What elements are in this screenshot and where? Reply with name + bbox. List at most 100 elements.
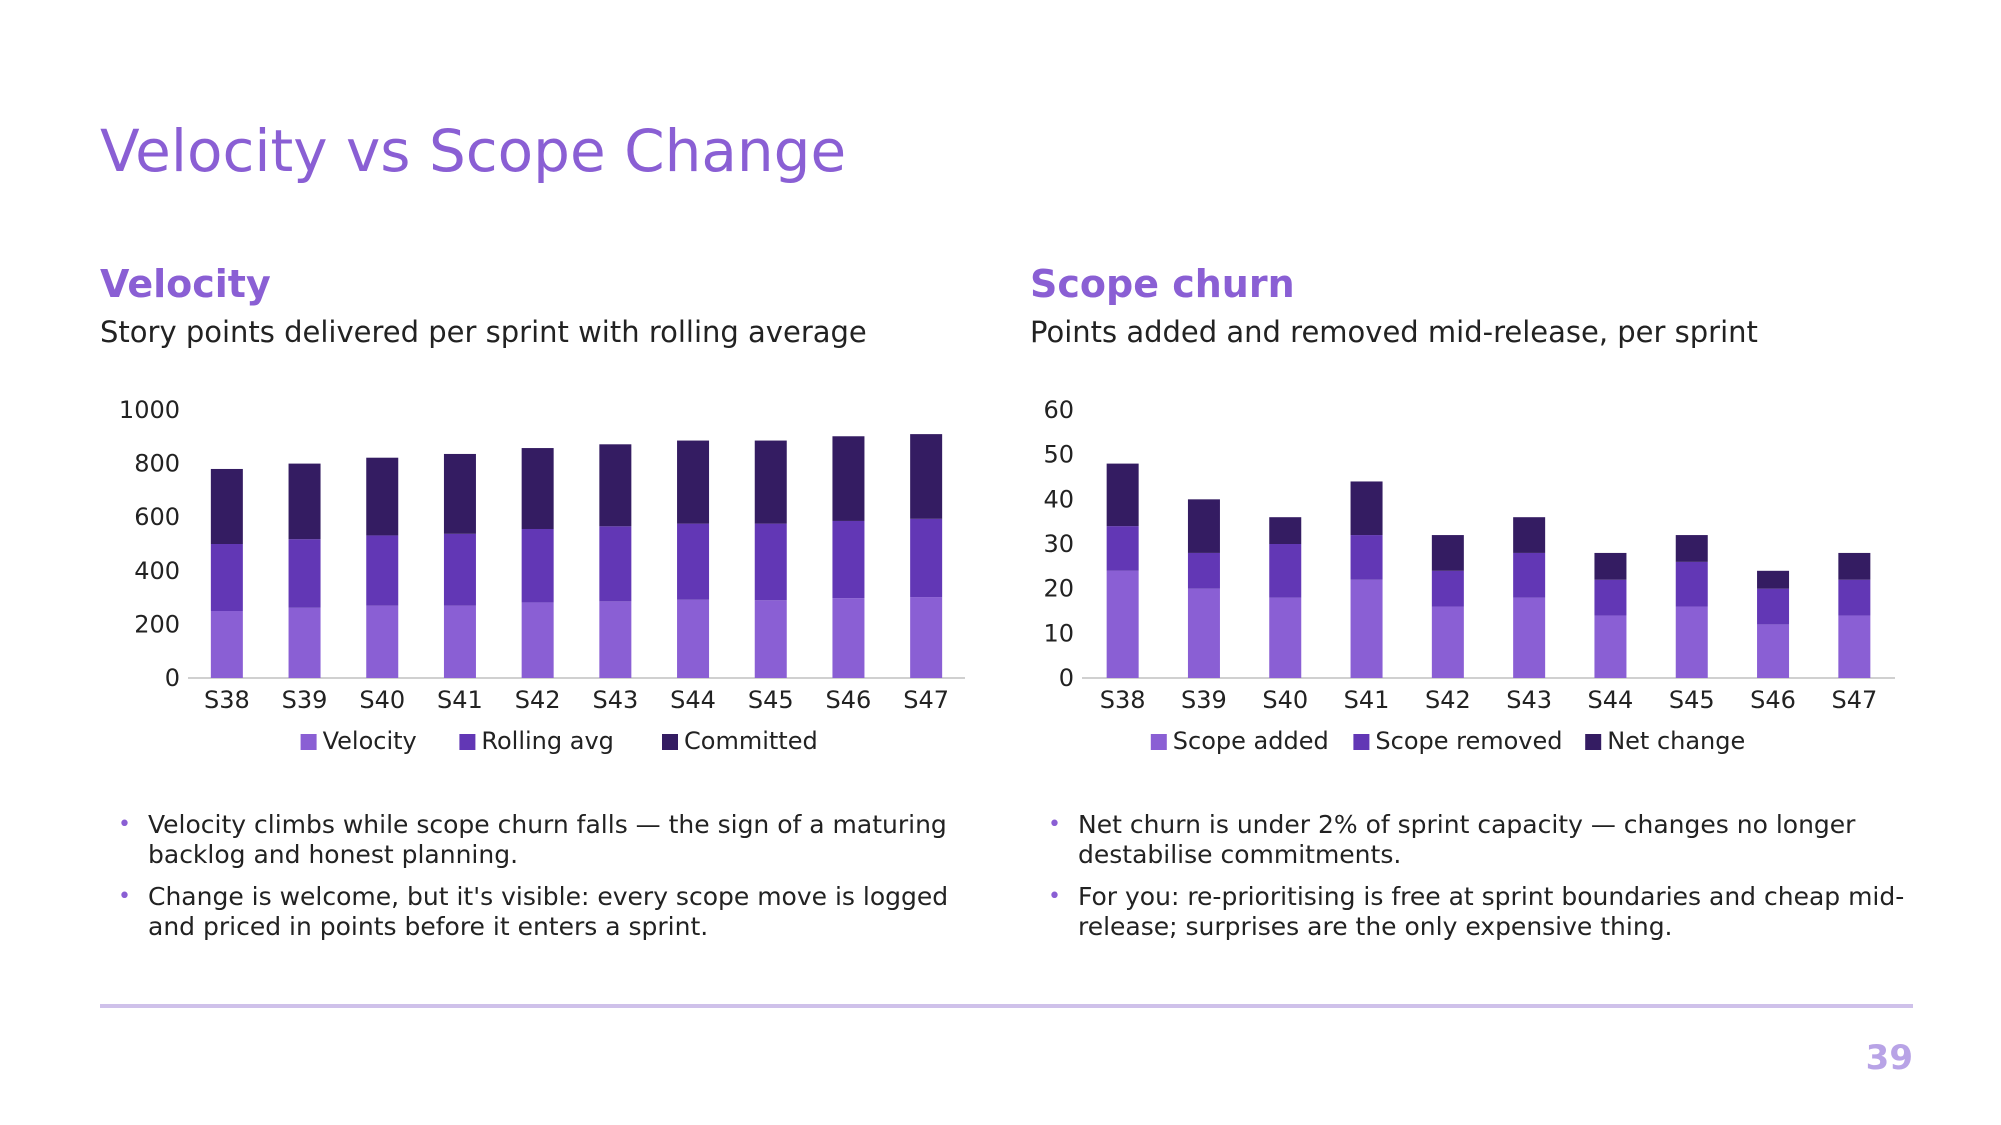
bar-segment [521,448,554,529]
bar-segment [599,526,632,602]
scope-churn-chart-subtitle: Points added and removed mid-release, pe… [1030,314,1758,349]
legend-label: Scope added [1173,727,1329,755]
bullet-text: Net churn is under 2% of sprint capacity… [1078,810,1856,869]
bar-segment [754,440,787,524]
bullet-text: Velocity climbs while scope churn falls … [148,810,947,869]
bar-segment [1513,597,1546,678]
bar-segment [1187,499,1220,553]
x-tick-label: S38 [204,686,250,714]
bullet-dot-icon: • [1048,812,1061,837]
legend-swatch [1150,734,1167,750]
legend-swatch [1353,734,1370,750]
bullet-item: • For you: re-prioritising is free at spr… [1048,882,1910,942]
bullet-dot-icon: • [118,812,131,837]
x-tick-label: S43 [592,686,638,714]
bar-segment [1838,579,1871,616]
bar-segment [1431,606,1464,678]
x-tick-label: S42 [515,686,561,714]
y-tick-label: 60 [1043,396,1074,424]
bar-segment [1269,544,1302,598]
bar-segment [677,523,710,600]
x-tick-label: S41 [1344,686,1390,714]
scope-churn-chart: 0 10 20 30 40 50 60 S38 S39 S40 S41 S42 S43 S44 S45 S46… [1043,396,1895,755]
bullet-item: • Net churn is under 2% of sprint capacit… [1048,810,1910,870]
bar-segment [832,436,865,521]
x-tick-label: S40 [359,686,405,714]
bar-segment [832,520,865,599]
x-tick-label: S39 [1181,686,1227,714]
x-tick-label: S41 [437,686,483,714]
bar-segment [910,434,943,519]
bar-segment [366,457,399,536]
bar-segment [1269,517,1302,544]
x-tick-label: S42 [1425,686,1471,714]
x-tick-label: S46 [1750,686,1796,714]
bar-segment [1757,570,1790,589]
bar-segment [366,535,399,606]
bar-segment [443,533,476,606]
velocity-chart-subtitle: Story points delivered per sprint with r… [100,314,867,349]
x-tick-label: S47 [903,686,949,714]
bar-segment [1431,535,1464,571]
bar-segment [210,544,243,611]
y-tick-label: 600 [134,503,180,531]
x-tick-label: S39 [282,686,328,714]
legend-label: Rolling avg [481,727,614,755]
x-tick-label: S47 [1831,686,1877,714]
x-tick-label: S44 [670,686,716,714]
bar-segment [1106,463,1139,527]
bullet-item: • Change is welcome, but it's visible: ev… [118,882,980,942]
bar-segment [366,605,399,678]
bar-segment [1187,588,1220,678]
bar-segment [1675,561,1708,607]
velocity-panel: Velocity Story points delivered per spri… [100,262,980,941]
legend-label: Scope removed [1375,727,1562,755]
bar-segment [443,605,476,678]
y-tick-label: 200 [134,610,180,638]
bar-segment [1106,570,1139,678]
legend-swatch [1585,734,1602,750]
bar-segment [910,597,943,678]
bullet-item: • Velocity climbs while scope churn falls… [118,810,980,870]
bar-segment [1350,535,1383,580]
bar-segment [910,518,943,598]
bar-segment [288,539,321,608]
bar-segment [521,602,554,678]
legend-swatch [662,734,678,750]
bar-segment [1350,481,1383,536]
y-tick-label: 1000 [119,396,180,424]
bullet-dot-icon: • [118,884,131,909]
legend-label: Net change [1607,727,1745,755]
bar-segment [599,601,632,678]
y-tick-label: 10 [1043,619,1074,647]
scope-churn-bullets: • Net churn is under 2% of sprint capacit… [1048,810,1910,954]
x-tick-label: S43 [1506,686,1552,714]
bar-segment [1350,579,1383,678]
bar-segment [1269,597,1302,678]
bar-segment [1757,624,1790,678]
velocity-chart-title: Velocity [100,262,271,306]
bar-segment [1431,570,1464,607]
bar-segment [443,453,476,534]
bar-segment [288,607,321,678]
bar-segment [754,523,787,601]
y-tick-label: 800 [134,450,180,478]
legend-label: Committed [684,727,818,755]
bullet-dot-icon: • [1048,884,1061,909]
bar-segment [1594,615,1627,678]
y-tick-label: 400 [134,557,180,585]
bar-segment [677,599,710,678]
bar-segment [1513,552,1546,598]
bar-segment [1838,552,1871,580]
x-tick-label: S44 [1588,686,1634,714]
y-tick-label: 30 [1043,530,1074,558]
bar-segment [1757,588,1790,625]
legend-swatch [459,734,476,750]
bar-segment [1594,579,1627,616]
y-tick-label: 0 [165,664,180,692]
bullet-text: Change is welcome, but it's visible: eve… [148,882,949,941]
y-tick-label: 0 [1059,664,1074,692]
bar-segment [754,600,787,678]
slide-title: Velocity vs Scope Change [100,117,847,185]
bar-segment [599,444,632,527]
